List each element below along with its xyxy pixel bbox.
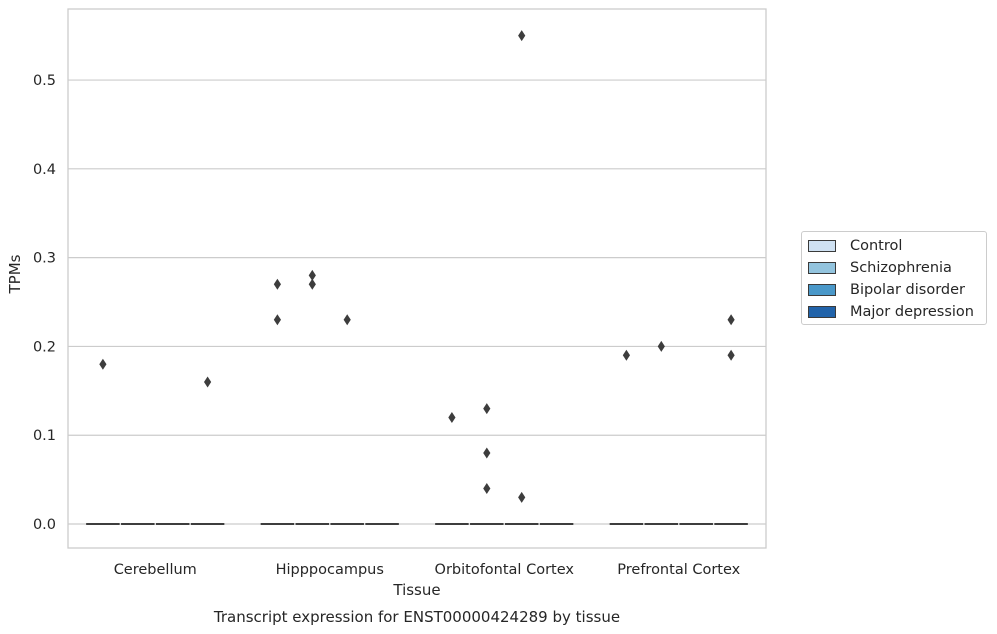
outlier-bipolar-disorder (518, 30, 526, 42)
x-axis-label: Tissue (392, 581, 440, 599)
x-tick-labels: Cerebellum Hipppocampus Orbitofontal Corte… (114, 562, 741, 578)
outlier-schizophrenia (657, 340, 665, 352)
legend-label-major-depression: Major depression (850, 304, 974, 320)
y-tick-label: 0.5 (33, 73, 56, 89)
x-tick-label-orbitofontal-cortex: Orbitofontal Cortex (435, 562, 575, 578)
y-tick-label: 0.4 (33, 162, 56, 178)
plot-frame (67, 8, 767, 549)
outlier-schizophrenia (483, 403, 491, 415)
y-tick-labels: 0.0 0.1 0.2 0.3 0.4 0.5 (33, 73, 56, 533)
outlier-schizophrenia (483, 447, 491, 459)
legend-label-bipolar-disorder: Bipolar disorder (850, 282, 965, 298)
legend-label-control: Control (850, 238, 903, 254)
outlier-major-depression (204, 376, 212, 388)
outlier-schizophrenia (308, 278, 316, 290)
y-tick-label: 0.0 (33, 517, 56, 533)
legend-swatch-major-depression (808, 306, 836, 318)
y-tick-label: 0.3 (33, 251, 56, 267)
legend-item-control: Control (808, 236, 902, 256)
outlier-major-depression (727, 349, 735, 361)
x-tick-label-prefrontal-cortex: Prefrontal Cortex (617, 562, 740, 578)
legend-item-schizophrenia: Schizophrenia (808, 258, 952, 278)
outlier-points (99, 30, 735, 503)
outlier-control (273, 314, 281, 326)
y-tick-label: 0.2 (33, 339, 56, 355)
legend-item-bipolar-disorder: Bipolar disorder (808, 280, 965, 300)
x-tick-label-hipppocampus: Hipppocampus (276, 562, 384, 578)
legend-swatch-control (808, 240, 836, 252)
legend: Control Schizophrenia Bipolar disorder M… (801, 231, 987, 325)
outlier-control (622, 349, 630, 361)
outlier-schizophrenia (483, 483, 491, 495)
outlier-control (448, 411, 456, 423)
y-axis-label: TPMs (6, 254, 24, 294)
legend-swatch-schizophrenia (808, 262, 836, 274)
chart-caption: Transcript expression for ENST0000042428… (213, 608, 620, 626)
legend-item-major-depression: Major depression (808, 302, 974, 322)
outlier-control (99, 358, 107, 370)
x-tick-label-cerebellum: Cerebellum (114, 562, 197, 578)
outlier-schizophrenia (308, 269, 316, 281)
outlier-bipolar-disorder (518, 491, 526, 503)
y-tick-label: 0.1 (33, 428, 56, 444)
legend-swatch-bipolar-disorder (808, 284, 836, 296)
outlier-control (273, 278, 281, 290)
outlier-bipolar-disorder (343, 314, 351, 326)
legend-label-schizophrenia: Schizophrenia (850, 260, 952, 276)
outlier-major-depression (727, 314, 735, 326)
gridlines (68, 79, 766, 525)
